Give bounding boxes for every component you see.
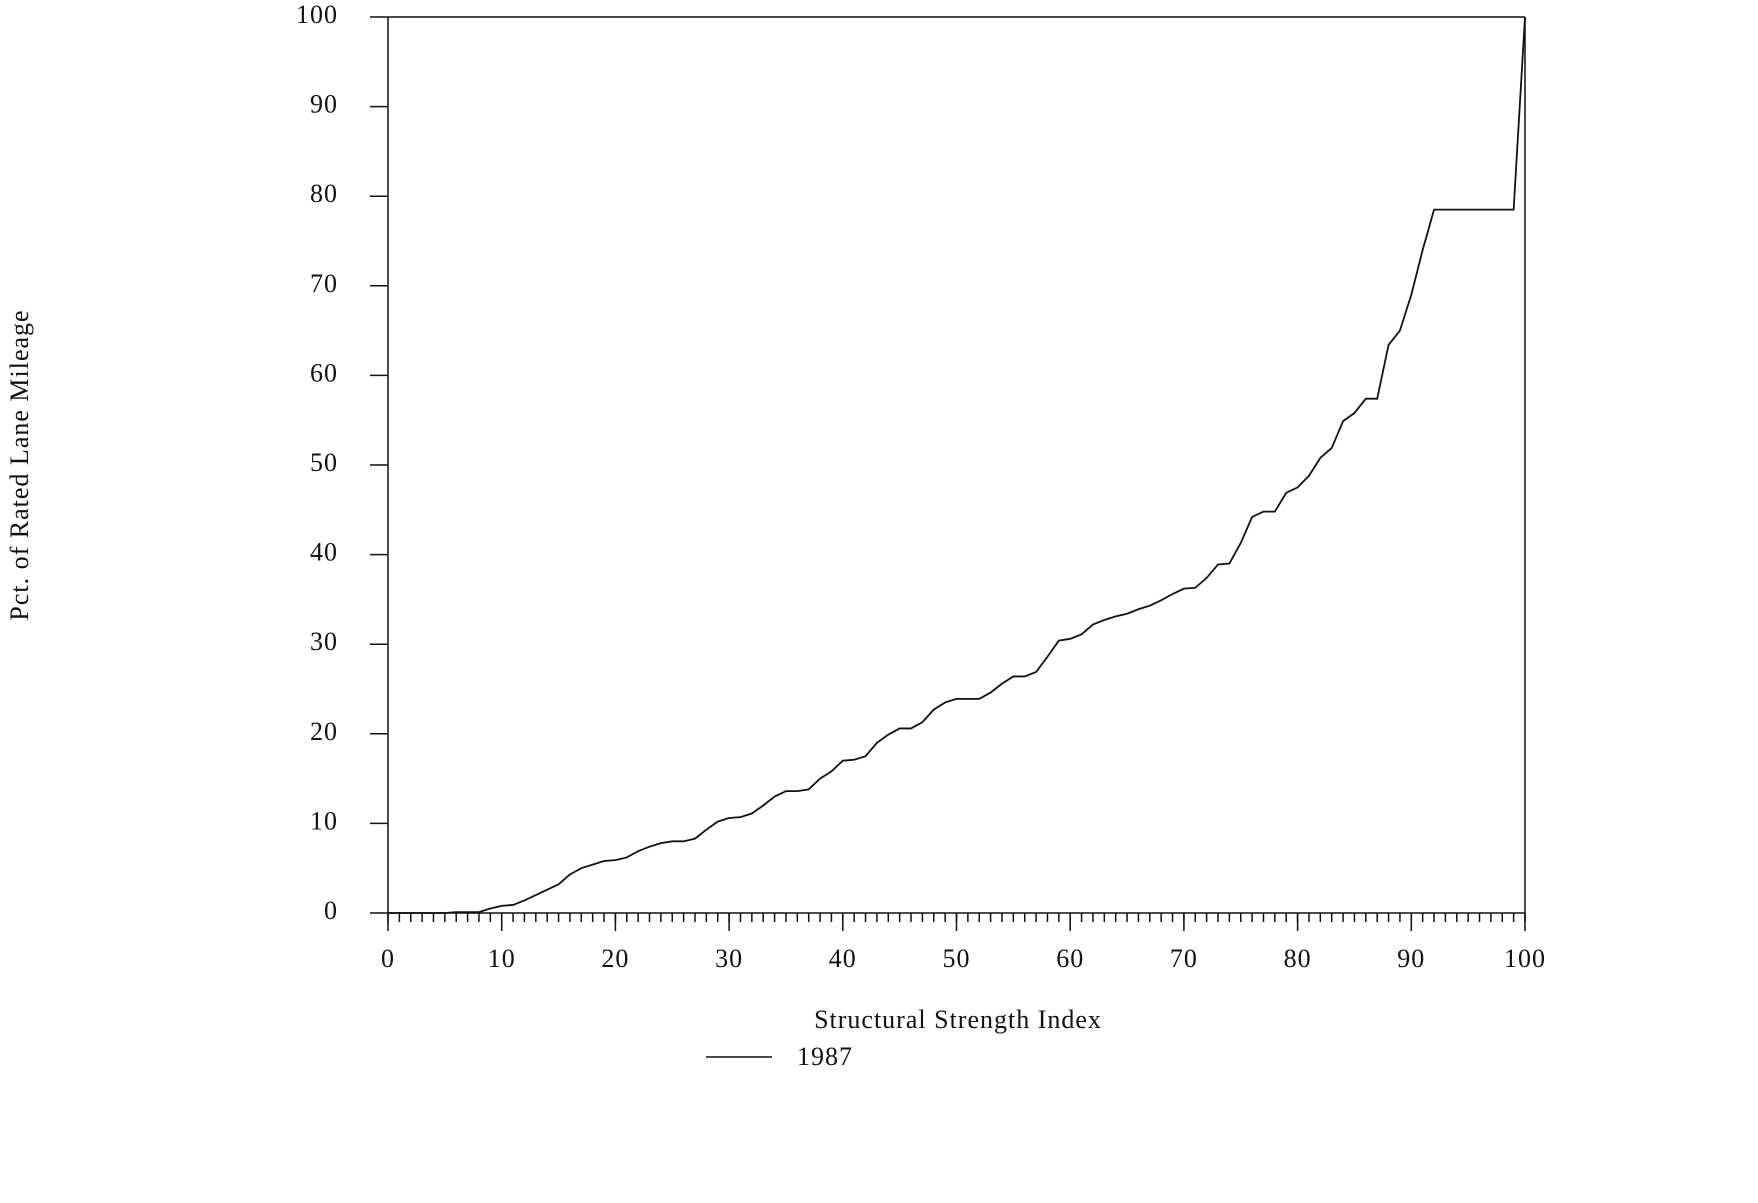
y-axis-title: Pct. of Rated Lane Mileage bbox=[5, 309, 34, 620]
y-tick-label: 60 bbox=[310, 358, 338, 387]
x-tick-label: 0 bbox=[381, 944, 395, 973]
y-tick-label: 30 bbox=[310, 627, 338, 656]
x-tick-label: 100 bbox=[1504, 944, 1546, 973]
x-tick-label: 30 bbox=[715, 944, 743, 973]
y-tick-label: 90 bbox=[310, 90, 338, 119]
x-tick-label: 90 bbox=[1397, 944, 1425, 973]
legend-label: 1987 bbox=[797, 1042, 853, 1071]
x-tick-label: 50 bbox=[943, 944, 971, 973]
y-tick-label: 20 bbox=[310, 717, 338, 746]
y-tick-label: 40 bbox=[310, 538, 338, 567]
y-tick-label: 50 bbox=[310, 448, 338, 477]
x-tick-label: 40 bbox=[829, 944, 857, 973]
y-tick-label: 80 bbox=[310, 179, 338, 208]
x-tick-label: 80 bbox=[1284, 944, 1312, 973]
x-axis-title: Structural Strength Index bbox=[814, 1005, 1102, 1034]
x-tick-label: 10 bbox=[488, 944, 516, 973]
y-tick-label: 70 bbox=[310, 269, 338, 298]
x-tick-label: 70 bbox=[1170, 944, 1198, 973]
y-tick-label: 100 bbox=[296, 0, 338, 29]
x-tick-label: 20 bbox=[601, 944, 629, 973]
y-tick-label: 0 bbox=[324, 896, 338, 925]
y-tick-label: 10 bbox=[310, 806, 338, 835]
x-tick-label: 60 bbox=[1056, 944, 1084, 973]
data-line bbox=[388, 16, 1526, 914]
